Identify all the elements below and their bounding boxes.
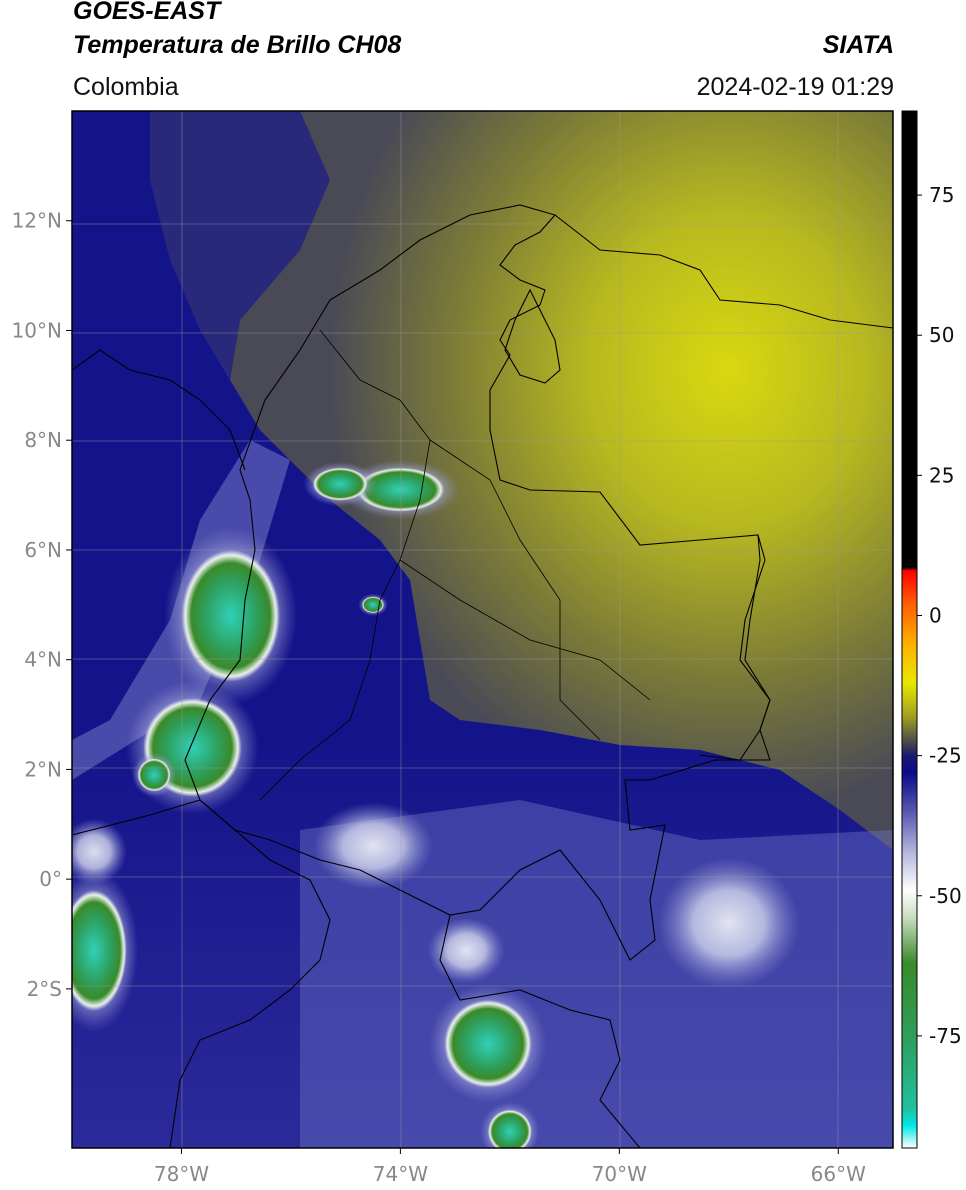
- map-frame: [71, 110, 894, 1149]
- colorbar-ticks: 75 50 25 0 -25 -50 -75: [917, 183, 962, 1048]
- colorbar-tick-label: 0: [929, 603, 942, 627]
- deep-convection-cell: [72, 890, 127, 1011]
- panama-coast: [72, 349, 246, 471]
- lon-tick-label: 74°W: [373, 1162, 428, 1186]
- internal-dept-3: [399, 559, 651, 701]
- deep-convection-cell: [312, 467, 368, 501]
- borders: [72, 204, 893, 1148]
- colorbar-tick-label: -75: [929, 1024, 962, 1048]
- deep-convection-cell: [487, 1109, 532, 1148]
- ecuador-peru-border: [72, 799, 331, 1148]
- venezuela-brazil-border: [699, 534, 771, 761]
- timestamp-label: 2024-02-19 01:29: [696, 73, 894, 101]
- lon-tick-label: 78°W: [154, 1162, 209, 1186]
- lat-tick-label: 6°N: [24, 538, 62, 562]
- lat-tick-label: 0°: [39, 867, 62, 891]
- lat-tick-label: 2°S: [27, 977, 62, 1001]
- deep-convection-cell: [181, 549, 280, 682]
- colorbar-tick-label: 25: [929, 463, 954, 487]
- colorbar-tick-label: -50: [929, 884, 962, 908]
- lat-tick-label: 2°N: [24, 757, 62, 781]
- cold-cloud-patch: [657, 857, 800, 989]
- mid-level-haze: [150, 111, 330, 380]
- cold-cloud-patch: [427, 917, 505, 984]
- lat-tick-label: 12°N: [12, 209, 62, 233]
- lat-tick-label: 10°N: [12, 318, 62, 342]
- region-label: Colombia: [73, 73, 179, 101]
- deep-convection-cell: [444, 999, 532, 1088]
- warm-dry-region: [230, 111, 893, 850]
- cold-cloud-patch: [312, 802, 434, 891]
- latitude-ticks: 12°N 10°N 8°N 6°N 4°N 2°N 0° 2°S: [12, 209, 72, 1001]
- lon-tick-label: 66°W: [811, 1162, 866, 1186]
- colorbar: 75 50 25 0 -25 -50 -75: [901, 110, 962, 1149]
- lat-tick-label: 8°N: [24, 428, 62, 452]
- graticule: [72, 111, 893, 1148]
- organization-label: SIATA: [822, 31, 894, 59]
- venezuela-coast: [554, 214, 893, 329]
- colombia-border: [184, 204, 771, 961]
- map-image: [72, 111, 893, 1148]
- deep-convection-cell: [356, 467, 445, 512]
- cloud-cells: [72, 459, 800, 1148]
- lon-tick-label: 70°W: [592, 1162, 647, 1186]
- colorbar-tick-label: -25: [929, 744, 962, 768]
- colorbar-ramp: [901, 110, 918, 1149]
- satellite-title: GOES-EAST: [73, 0, 221, 25]
- lat-tick-label: 4°N: [24, 648, 62, 672]
- longitude-ticks: 78°W 74°W 70°W 66°W: [154, 1148, 866, 1186]
- product-title: Temperatura de Brillo CH08: [73, 31, 402, 59]
- colorbar-tick-label: 50: [929, 323, 954, 347]
- deep-convection-cell: [137, 758, 171, 792]
- peru-brazil-border: [439, 914, 641, 1148]
- colorbar-tick-label: 75: [929, 183, 954, 207]
- maracaibo-lake: [504, 288, 561, 384]
- internal-dept-2: [429, 439, 601, 741]
- cold-cloud-patch: [72, 818, 127, 885]
